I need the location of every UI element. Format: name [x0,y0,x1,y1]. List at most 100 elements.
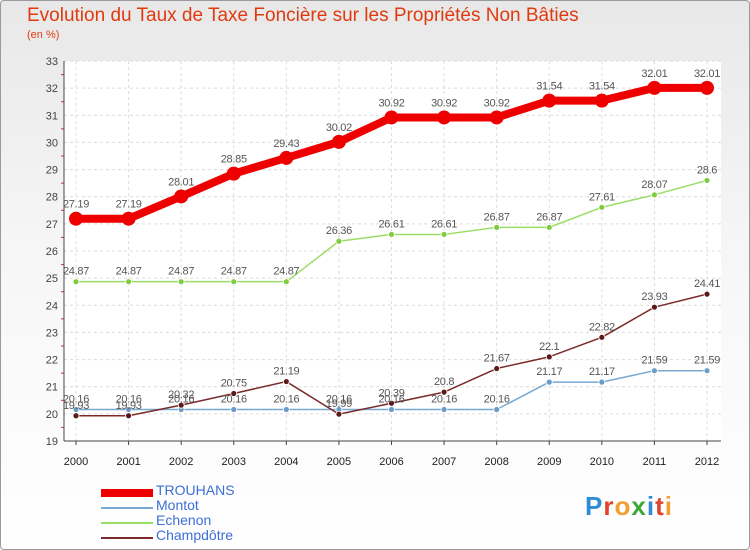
data-point-echenon [282,278,290,286]
data-point-champdotre [177,401,185,409]
y-tick-label: 19 [46,436,58,448]
x-tick-label: 2004 [274,456,298,468]
data-label-montot: 20.16 [116,394,142,406]
data-point-trouhans [226,166,241,181]
data-point-trouhans [647,80,662,95]
data-point-montot [440,406,448,413]
y-tick-label: 31 [46,110,58,122]
data-label-echenon: 24.87 [221,266,247,278]
data-point-trouhans [437,110,452,125]
legend-label: Echenon [156,512,212,528]
legend-label: Champdôtre [156,527,234,543]
data-label-champdotre: 23.93 [641,291,667,303]
series-group [69,80,714,420]
data-label-echenon: 26.87 [484,211,510,223]
data-point-trouhans [594,93,609,108]
y-tick-label: 23 [46,327,58,339]
data-labels: 27.19 27.19 28.01 28.85 29.43 30.02 30.92 30.92… [63,68,721,412]
data-point-echenon [545,223,553,231]
proxiti-logo: Proxiti [585,491,673,522]
data-point-trouhans [121,211,136,226]
data-label-montot: 20.16 [273,394,299,406]
data-label-montot: 20.16 [168,394,194,406]
legend-swatch [101,489,153,497]
data-label-montot: 21.17 [536,366,562,378]
data-point-montot [388,406,395,413]
data-label-echenon: 27.61 [589,191,615,203]
data-label-echenon: 26.61 [378,218,404,230]
y-tick-label: 22 [46,355,58,367]
legend-swatch [101,537,153,539]
legend-swatch [101,507,153,509]
data-label-trouhans: 28.01 [168,176,194,188]
unit-label: (en %) [27,29,60,41]
data-point-champdotre [545,353,553,361]
y-tick-label: 24 [46,300,58,312]
data-point-champdotre [598,333,606,341]
data-label-trouhans: 30.92 [484,97,510,109]
data-point-montot [703,367,711,375]
data-label-echenon: 24.87 [168,266,194,278]
logo-letter: i [664,491,673,521]
data-label-trouhans: 27.19 [116,199,142,211]
data-point-montot [282,406,290,413]
data-label-montot: 21.59 [694,355,720,367]
y-tick-label: 30 [46,137,58,149]
data-label-montot: 21.59 [641,355,667,367]
data-point-champdotre [493,365,501,372]
data-point-echenon [440,231,448,238]
data-label-montot: 20.16 [431,394,457,406]
y-tick-label: 27 [46,219,58,231]
data-point-montot [493,406,501,413]
data-label-champdotre: 19.99 [326,398,352,410]
data-label-champdotre: 19.93 [116,400,142,412]
x-tick-label: 2002 [169,456,193,468]
data-point-trouhans [279,150,294,165]
data-point-trouhans [174,189,189,204]
data-label-echenon: 26.87 [536,211,562,223]
legend-label: Montot [156,497,199,513]
x-tick-label: 2012 [695,456,719,468]
x-tick-label: 2003 [222,456,246,468]
x-tick-label: 2001 [116,456,140,468]
data-label-champdotre: 20.32 [168,389,194,401]
data-label-trouhans: 30.92 [431,97,457,109]
data-label-montot: 20.16 [326,394,352,406]
x-tick-label: 2006 [379,456,403,468]
data-point-echenon [493,223,501,231]
data-point-montot [598,378,606,386]
logo-letter: x [631,491,647,521]
data-point-trouhans [542,93,557,108]
data-point-champdotre [282,378,290,385]
logo-letter: t [655,491,665,521]
legend-swatch [101,522,153,524]
x-tick-label: 2010 [590,456,614,468]
data-point-champdotre [388,399,395,407]
data-point-montot [651,367,658,375]
data-label-champdotre: 22.1 [539,341,559,353]
data-label-trouhans: 30.02 [326,122,352,134]
data-label-montot: 20.16 [221,394,247,406]
data-point-trouhans [331,134,346,149]
data-point-montot [230,406,238,413]
data-label-trouhans: 29.43 [273,138,299,150]
data-label-champdotre: 24.41 [694,278,720,290]
data-point-champdotre [440,388,448,396]
data-label-trouhans: 32.01 [641,68,667,80]
y-tick-label: 25 [46,273,58,285]
y-tick-label: 20 [46,409,58,421]
data-label-echenon: 26.36 [326,225,352,237]
data-point-echenon [388,231,395,238]
logo-letter: r [603,491,615,521]
y-tick-label: 21 [46,382,58,394]
data-label-champdotre: 19.93 [63,400,89,412]
data-label-champdotre: 21.67 [484,353,510,365]
y-tick-label: 26 [46,246,58,258]
data-label-montot: 20.16 [484,394,510,406]
data-point-echenon [651,191,658,199]
data-label-trouhans: 31.54 [589,81,615,93]
data-point-echenon [703,177,711,184]
data-label-echenon: 24.87 [63,266,89,278]
data-label-trouhans: 28.85 [221,154,247,166]
x-tick-label: 2007 [432,456,456,468]
